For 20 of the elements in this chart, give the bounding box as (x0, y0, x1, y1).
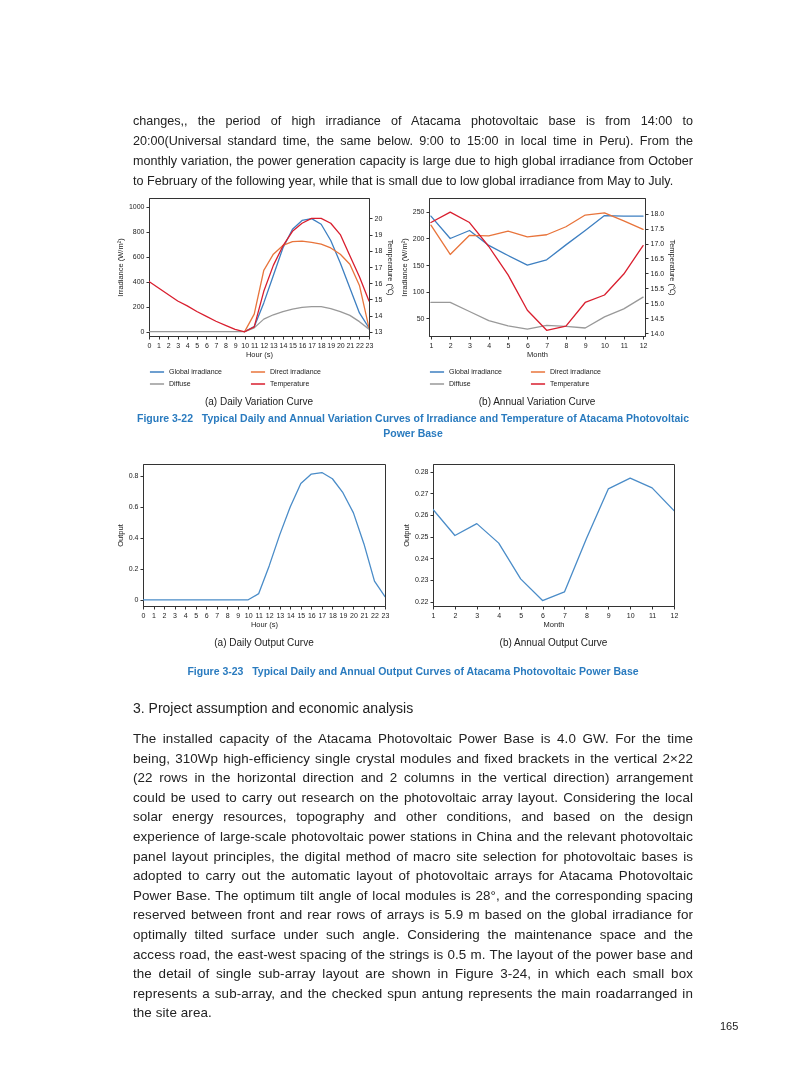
line-series (149, 217, 369, 333)
text: (a) Daily Output Curve (214, 636, 315, 648)
text: (b) Annual Output Curve (499, 636, 608, 648)
text: 165 (720, 1020, 739, 1032)
text: 3. Project assumption and economic analysis (133, 700, 414, 716)
line-series (149, 306, 369, 333)
text: (a) Daily Variation Curve (204, 396, 314, 407)
line-series (244, 240, 369, 333)
line-series (430, 211, 644, 331)
caption: Figure 3-22 Typical Daily and Annual Variation Curves of Irradiance and Temperature of Atacama Photovoltaic Power Base (136, 411, 690, 441)
line-series (430, 296, 644, 330)
line-series (143, 471, 385, 601)
text: changes,, the period of high irradiance of Atacama photovoltaic base is from 14:00 to 20:00(Universal standard time, the same below. 9:00 to 15:00 in local time in Peru). From the monthly variation, the power generation capacity is large due to high global irradiance from October to February of the following year, while that is small due to low global irradiance from May to July. (133, 113, 693, 190)
caption: Figure 3-23 Typical Daily and Annual Output Curves of Atacama Photovoltaic Power Base (186, 664, 640, 679)
line-series (244, 217, 369, 333)
line-series (430, 212, 644, 256)
line-series (430, 214, 644, 266)
line-series (433, 477, 674, 602)
text: The installed capacity of the Atacama Photovoltaic Power Base is 4.0 GW. For the time being, 310Wp high-efficiency single crystal modules and fixed brackets in the vertical 2×22 (22 rows in the horizontal direction and 2 columns in the vertical direction) arrangement could be used to carry out research on the photovoltaic array layout. Considering the local solar energy resources, topography and other conditions, and based on the design experience of large-scale photovoltaic power stations in China and the relevant photovoltaic panel layout principles, the digital method of macro site selection for photovoltaic bases is adopted to carry out the automatic layout of photovoltaic arrays for Atacama Photovoltaic Power Base. The optimum tilt angle of local modules is 28°, and the corresponding spacing reserved between front and rear rows of arrays is 5.9 m based on the global irradiance for optimally tilted surface under such angle. Considering the maintenance space and the access road, the east-west spacing of the strings is 0.5 m. The layout of the power base and the detail of single sub-array layout are shown in Figure 3-24, in which each small box represents a sub-array, and the checked spun antung represents the main roadarranged in the site area. (133, 731, 693, 1021)
text: (b) Annual Variation Curve (478, 396, 596, 407)
